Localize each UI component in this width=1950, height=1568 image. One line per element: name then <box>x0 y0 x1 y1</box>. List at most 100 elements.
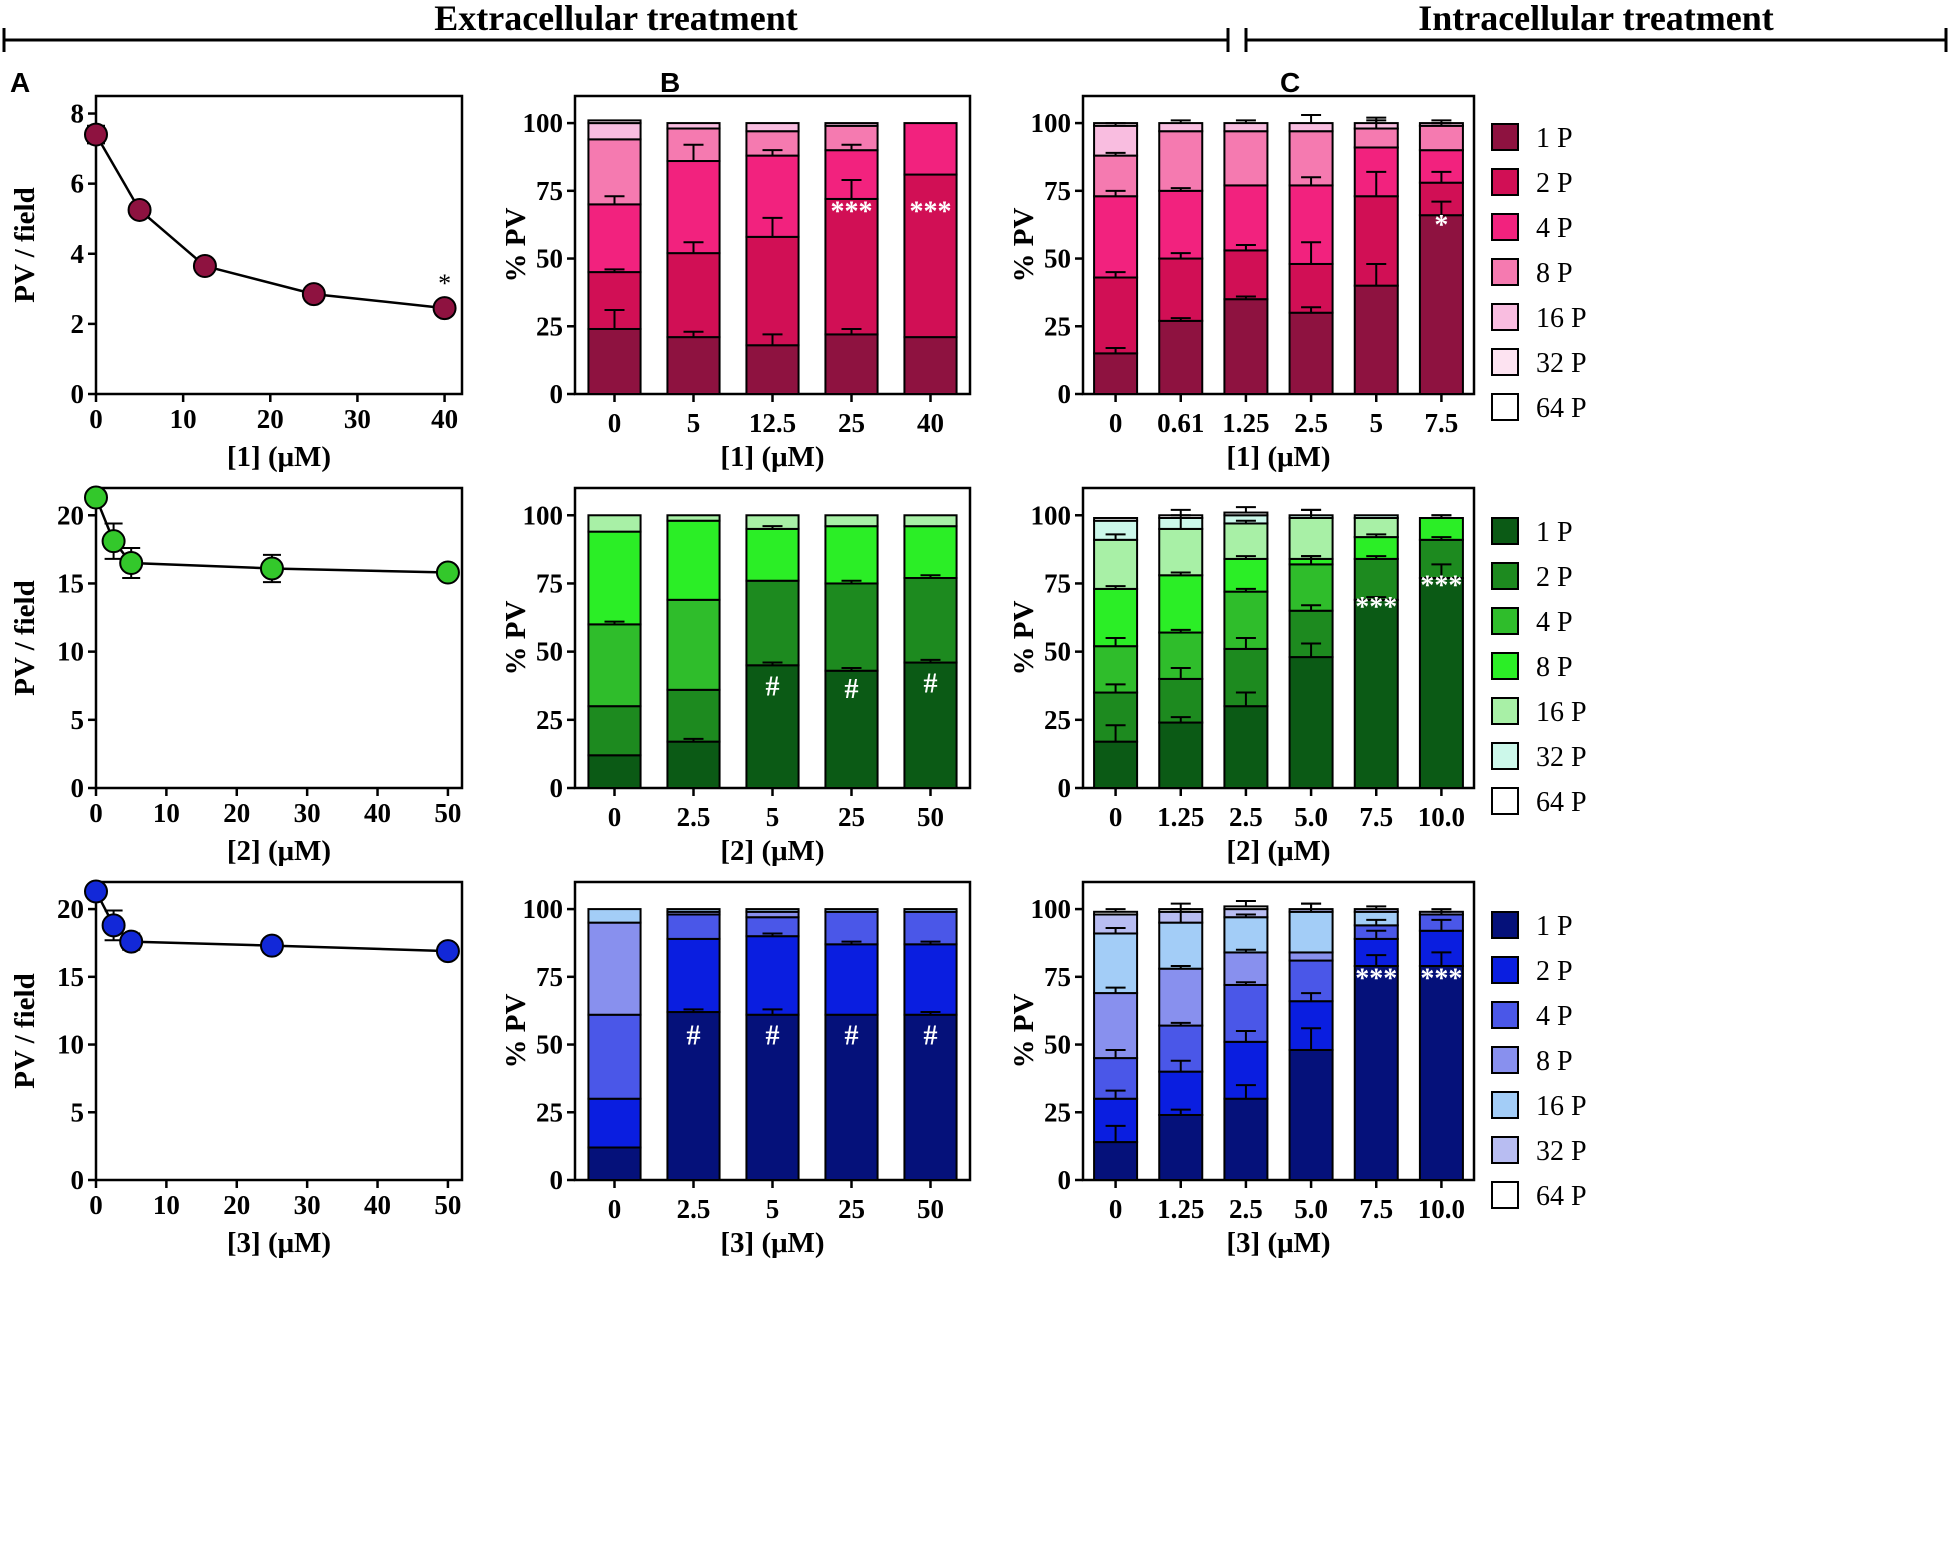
y-axis-label: % PV <box>500 993 532 1068</box>
line-chart-A2: 0 10 20 30 40 50 0 5 10 15 20 [2] (μM) PV / field <box>9 485 464 867</box>
y-axis-label: % PV <box>500 207 532 282</box>
bar-segment <box>1093 910 1139 916</box>
legend-swatch <box>1491 697 1519 725</box>
y-tick-label: 10 <box>57 1030 84 1060</box>
legend-swatch <box>1491 956 1519 984</box>
y-tick-label: 6 <box>71 169 85 199</box>
x-tick-label: 0 <box>1109 408 1123 438</box>
bar-segment <box>587 1097 642 1149</box>
x-tick-label: 0 <box>89 404 103 434</box>
x-tick-label: 0.61 <box>1157 408 1204 438</box>
legend-swatch <box>1491 1136 1519 1164</box>
legend-label: 32 P <box>1536 742 1587 773</box>
plot-frame <box>94 486 464 790</box>
bar-segment <box>903 943 958 1016</box>
legend-swatch <box>1491 258 1519 286</box>
y-tick-label: 50 <box>536 244 563 274</box>
bar-segment <box>1288 311 1334 395</box>
bar-segment <box>666 519 721 601</box>
x-tick-label: 0 <box>89 798 103 828</box>
x-tick-label: 10.0 <box>1418 1194 1465 1224</box>
significance-marker: # <box>924 1021 938 1052</box>
legend-swatch <box>1491 303 1519 331</box>
bar-segment <box>1353 964 1399 1181</box>
bar-segment <box>1093 992 1139 1060</box>
y-tick-label: 75 <box>1044 568 1071 598</box>
legend-swatch <box>1491 787 1519 815</box>
y-tick-label: 100 <box>1031 894 1072 924</box>
significance-marker: *** <box>910 197 952 228</box>
bar-segment <box>824 149 879 200</box>
bar-segment <box>1223 916 1269 954</box>
legend-label: 16 P <box>1536 303 1587 334</box>
bar-segment <box>824 908 879 913</box>
x-tick-label: 25 <box>838 408 865 438</box>
bar-segment <box>824 333 879 395</box>
bar-segment <box>1093 276 1139 355</box>
bar-segment <box>745 527 800 582</box>
legend-label: 2 P <box>1536 562 1573 593</box>
y-tick-label: 75 <box>1044 176 1071 206</box>
bar-segment <box>587 921 642 1016</box>
legend-swatch <box>1491 652 1519 680</box>
x-tick-label: 20 <box>223 1190 250 1220</box>
bar-segment <box>1288 517 1334 560</box>
y-tick-label: 50 <box>1044 1030 1071 1060</box>
bar-segment <box>1158 189 1204 260</box>
x-axis-label: [2] (μM) <box>1226 835 1330 867</box>
data-point <box>435 939 460 964</box>
bar-segment <box>1353 514 1399 519</box>
legend-blue: 1 P 2 P 4 P 8 P 16 P 32 P 64 P <box>1491 911 1587 1212</box>
legend-label: 16 P <box>1536 697 1587 728</box>
bar-segment <box>1418 214 1464 395</box>
x-axis-label: [2] (μM) <box>227 835 331 867</box>
bar-segment <box>587 327 642 395</box>
bar-segment <box>1223 122 1269 133</box>
x-tick-label: 30 <box>294 1190 321 1220</box>
bar-segment <box>1223 951 1269 986</box>
data-point <box>84 879 108 904</box>
stacked-bar-chart-C3: 0 25 50 75 100 [3] (μM) % PV 0 1.25 2.5 5.0 7.5 10.0… <box>1008 880 1476 1259</box>
y-tick-label: 15 <box>57 568 84 598</box>
bar-segment <box>1093 352 1139 396</box>
significance-marker: # <box>845 674 859 705</box>
y-tick-label: 2 <box>71 309 85 339</box>
bar-segment <box>1223 511 1269 517</box>
x-tick-label: 5.0 <box>1294 802 1328 832</box>
bar-segment <box>1288 262 1334 314</box>
significance-marker: # <box>687 1021 701 1052</box>
bar-segment <box>824 582 879 672</box>
bar-segment <box>824 1013 879 1182</box>
bar-segment <box>1288 122 1334 133</box>
y-tick-label: 50 <box>536 1030 563 1060</box>
bar-segment <box>666 913 721 940</box>
data-point <box>259 933 284 958</box>
bar-segment <box>587 1146 642 1182</box>
bar-segment <box>1353 127 1399 149</box>
x-tick-label: 1.25 <box>1157 802 1204 832</box>
bar-segment <box>745 579 800 667</box>
bar-segment <box>587 514 642 533</box>
x-tick-label: 5.0 <box>1294 1194 1328 1224</box>
x-tick-label: 7.5 <box>1359 802 1393 832</box>
bar-segment <box>1223 184 1269 252</box>
y-axis-label: % PV <box>500 600 532 675</box>
legend-swatch <box>1491 911 1519 939</box>
x-axis-label: [2] (μM) <box>720 835 824 867</box>
y-axis-label: PV / field <box>9 580 41 695</box>
y-tick-label: 4 <box>71 239 85 269</box>
bar-segment <box>903 908 958 913</box>
legend-label: 64 P <box>1536 787 1587 818</box>
legend-swatch <box>1491 348 1519 376</box>
y-tick-label: 75 <box>536 962 563 992</box>
bar-segment <box>587 1013 642 1100</box>
bar-segment <box>1158 921 1204 970</box>
legend-label: 4 P <box>1536 213 1573 244</box>
y-tick-label: 50 <box>1044 637 1071 667</box>
y-tick-label: 100 <box>523 500 564 530</box>
bar-segment <box>1288 910 1334 954</box>
bar-segment <box>666 252 721 339</box>
x-tick-label: 7.5 <box>1425 408 1459 438</box>
bar-segment <box>1093 740 1139 789</box>
bar-segment <box>1158 1113 1204 1181</box>
